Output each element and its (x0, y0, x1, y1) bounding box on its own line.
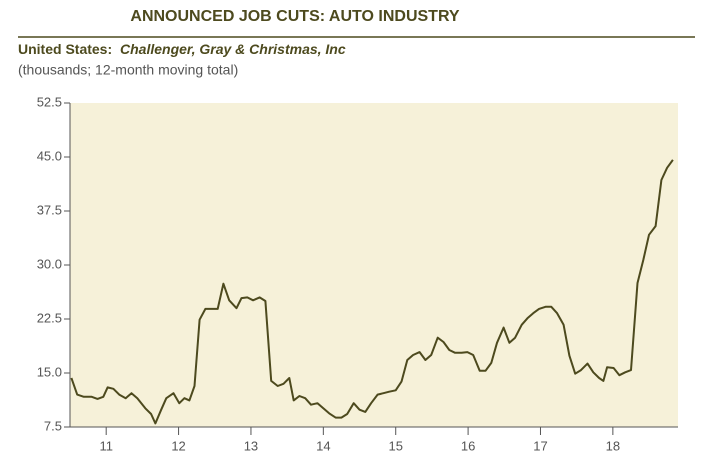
y-tick-label: 22.5 (37, 310, 62, 325)
chart-title: ANNOUNCED JOB CUTS: AUTO INDUSTRY (130, 8, 460, 25)
y-tick-label: 45.0 (37, 148, 62, 163)
plot-area (70, 103, 678, 427)
y-tick-label: 37.5 (37, 202, 62, 217)
y-tick-label: 7.5 (44, 418, 62, 433)
x-tick-label: 12 (171, 438, 185, 453)
x-tick-label: 16 (461, 438, 475, 453)
subtitle: United States: (18, 41, 112, 57)
x-tick-label: 18 (606, 438, 620, 453)
line-series (70, 159, 674, 425)
x-tick-label: 17 (533, 438, 547, 453)
y-tick-label: 30.0 (37, 256, 62, 271)
source: Challenger, Gray & Christmas, Inc (120, 41, 346, 57)
x-tick-label: 15 (388, 438, 402, 453)
x-tick-label: 11 (99, 438, 113, 453)
x-tick-label: 14 (316, 438, 330, 453)
note: (thousands; 12-month moving total) (18, 62, 238, 78)
subtitle-line: United States: Challenger, Gray & Christ… (18, 41, 346, 57)
y-tick-label: 15.0 (37, 364, 62, 379)
x-tick-label: 13 (244, 438, 258, 453)
y-tick-label: 52.5 (37, 94, 62, 109)
